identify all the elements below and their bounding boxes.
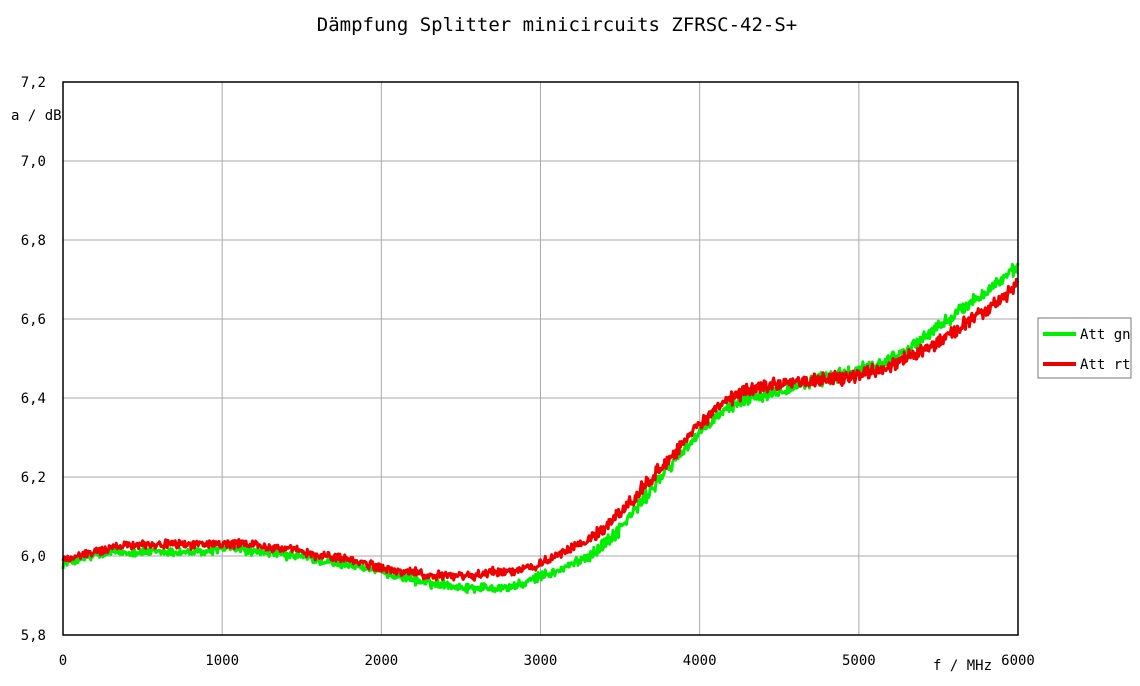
y-tick-label: 6,4 xyxy=(21,391,46,407)
x-tick-label: 0 xyxy=(59,653,67,669)
x-axis-label: f / MHz xyxy=(933,658,992,674)
y-tick-label: 7,0 xyxy=(21,154,46,170)
legend-label-att-gn: Att gn xyxy=(1080,327,1131,343)
y-axis-ticks: 5,8 6,0 6,2 6,4 6,6 6,8 7,0 7,2 xyxy=(21,75,46,644)
chart-title: Dämpfung Splitter minicircuits ZFRSC-42-… xyxy=(317,14,797,36)
y-tick-label: 6,2 xyxy=(21,470,46,486)
y-tick-label: 6,6 xyxy=(21,312,46,328)
x-tick-label: 5000 xyxy=(842,653,876,669)
series-layer xyxy=(61,262,1020,594)
x-tick-label: 2000 xyxy=(364,653,398,669)
legend-label-att-rt: Att rt xyxy=(1080,357,1131,373)
x-tick-label: 4000 xyxy=(683,653,717,669)
x-axis-ticks: 0 1000 2000 3000 4000 5000 6000 xyxy=(59,653,1035,669)
y-tick-label: 6,0 xyxy=(21,549,46,565)
x-tick-label: 3000 xyxy=(524,653,558,669)
y-tick-label: 6,8 xyxy=(21,233,46,249)
legend: Att gn Att rt xyxy=(1037,317,1132,379)
y-tick-label: 5,8 xyxy=(21,628,46,644)
y-axis-label: a / dB xyxy=(11,108,62,124)
grid-lines xyxy=(63,82,1018,635)
plot-frame xyxy=(62,81,1019,636)
y-tick-label: 7,2 xyxy=(21,75,46,91)
series-line-att-rt xyxy=(61,277,1020,582)
x-tick-label: 1000 xyxy=(205,653,239,669)
legend-box xyxy=(1037,317,1132,379)
x-tick-label: 6000 xyxy=(1001,653,1035,669)
